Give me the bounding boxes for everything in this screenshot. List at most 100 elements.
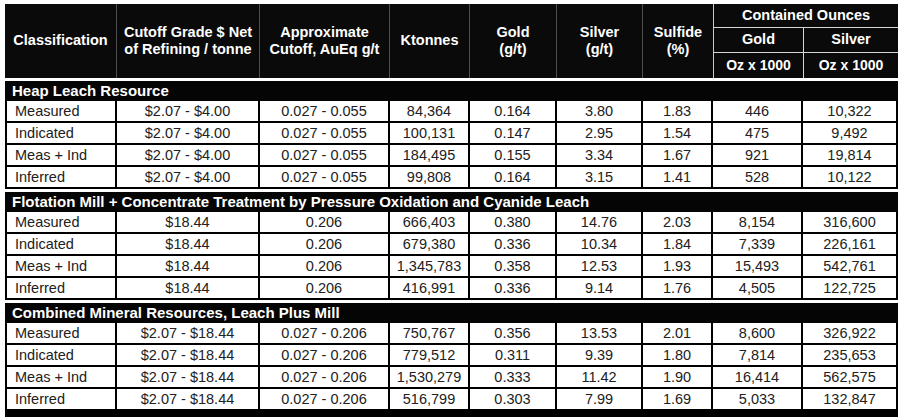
header-silver-grade: Silver (g/t) bbox=[557, 4, 643, 78]
value-cell: 1.80 bbox=[643, 345, 713, 367]
classification-cell: Measured bbox=[5, 212, 117, 234]
value-cell: 8,154 bbox=[713, 212, 803, 234]
table-row: Measured$18.440.206666,4030.38014.762.03… bbox=[5, 212, 898, 234]
value-cell: 3.15 bbox=[557, 167, 643, 189]
value-cell: 0.027 - 0.206 bbox=[260, 345, 390, 367]
header-cutoff-grade: Cutoff Grade $ Net of Refining / tonne bbox=[117, 4, 260, 78]
value-cell: $2.07 - $4.00 bbox=[117, 101, 260, 123]
table-row: Meas + Ind$2.07 - $18.440.027 - 0.2061,5… bbox=[5, 367, 898, 389]
value-cell: 1,345,783 bbox=[390, 256, 470, 278]
header-contained-gold: Gold bbox=[713, 27, 803, 52]
header-silver-grade-label: Silver bbox=[560, 24, 639, 41]
table-row: Meas + Ind$2.07 - $4.000.027 - 0.055184,… bbox=[5, 145, 898, 167]
value-cell: 0.206 bbox=[260, 278, 390, 300]
value-cell: 7,814 bbox=[713, 345, 803, 367]
value-cell: 12.53 bbox=[557, 256, 643, 278]
value-cell: 1.76 bbox=[643, 278, 713, 300]
value-cell: 13.53 bbox=[557, 323, 643, 345]
value-cell: 10,122 bbox=[803, 167, 898, 189]
value-cell: 10,322 bbox=[803, 101, 898, 123]
classification-cell: Inferred bbox=[5, 389, 117, 411]
header-gold-grade-label: Gold bbox=[473, 24, 553, 41]
header-gold-grade-unit: (g/t) bbox=[473, 41, 553, 58]
header-classification: Classification bbox=[5, 4, 117, 78]
section-header-row: Flotation Mill + Concentrate Treatment b… bbox=[5, 189, 898, 212]
value-cell: 416,991 bbox=[390, 278, 470, 300]
mineral-resource-table: Classification Cutoff Grade $ Net of Ref… bbox=[5, 4, 898, 411]
value-cell: 1.69 bbox=[643, 389, 713, 411]
table-row: Inferred$18.440.206416,9910.3369.141.764… bbox=[5, 278, 898, 300]
section-header-row: Combined Mineral Resources, Leach Plus M… bbox=[5, 300, 898, 323]
value-cell: 1.90 bbox=[643, 367, 713, 389]
value-cell: 921 bbox=[713, 145, 803, 167]
value-cell: 7,339 bbox=[713, 234, 803, 256]
header-approx-cutoff: Approximate Cutoff, AuEq g/t bbox=[260, 4, 390, 78]
header-silver-grade-unit: (g/t) bbox=[560, 41, 639, 58]
header-gold-grade: Gold (g/t) bbox=[470, 4, 557, 78]
value-cell: 2.01 bbox=[643, 323, 713, 345]
table-row: Inferred$2.07 - $18.440.027 - 0.206516,7… bbox=[5, 389, 898, 411]
value-cell: 3.34 bbox=[557, 145, 643, 167]
value-cell: 0.164 bbox=[470, 101, 557, 123]
value-cell: 11.42 bbox=[557, 367, 643, 389]
value-cell: $2.07 - $4.00 bbox=[117, 123, 260, 145]
value-cell: 528 bbox=[713, 167, 803, 189]
classification-cell: Inferred bbox=[5, 167, 117, 189]
value-cell: 100,131 bbox=[390, 123, 470, 145]
value-cell: 14.76 bbox=[557, 212, 643, 234]
value-cell: 1.93 bbox=[643, 256, 713, 278]
value-cell: 1.67 bbox=[643, 145, 713, 167]
section-title: Heap Leach Resource bbox=[5, 78, 898, 101]
section-title: Flotation Mill + Concentrate Treatment b… bbox=[5, 189, 898, 212]
value-cell: 9.14 bbox=[557, 278, 643, 300]
value-cell: 0.027 - 0.055 bbox=[260, 123, 390, 145]
value-cell: $18.44 bbox=[117, 278, 260, 300]
value-cell: 516,799 bbox=[390, 389, 470, 411]
value-cell: 226,161 bbox=[803, 234, 898, 256]
value-cell: 3.80 bbox=[557, 101, 643, 123]
classification-cell: Meas + Ind bbox=[5, 145, 117, 167]
table-header: Classification Cutoff Grade $ Net of Ref… bbox=[5, 4, 898, 78]
value-cell: 666,403 bbox=[390, 212, 470, 234]
header-contained-silver: Silver bbox=[803, 27, 898, 52]
value-cell: 0.027 - 0.206 bbox=[260, 323, 390, 345]
header-gold-oz-unit: Oz x 1000 bbox=[713, 52, 803, 78]
value-cell: $2.07 - $18.44 bbox=[117, 367, 260, 389]
value-cell: 0.333 bbox=[470, 367, 557, 389]
value-cell: 15,493 bbox=[713, 256, 803, 278]
value-cell: 542,761 bbox=[803, 256, 898, 278]
value-cell: 122,725 bbox=[803, 278, 898, 300]
value-cell: 0.206 bbox=[260, 212, 390, 234]
value-cell: 1,530,279 bbox=[390, 367, 470, 389]
value-cell: 0.380 bbox=[470, 212, 557, 234]
table-body: Heap Leach ResourceMeasured$2.07 - $4.00… bbox=[5, 78, 898, 411]
value-cell: 132,847 bbox=[803, 389, 898, 411]
value-cell: 1.41 bbox=[643, 167, 713, 189]
value-cell: 1.84 bbox=[643, 234, 713, 256]
value-cell: 0.164 bbox=[470, 167, 557, 189]
value-cell: 1.83 bbox=[643, 101, 713, 123]
value-cell: 0.027 - 0.206 bbox=[260, 367, 390, 389]
section-header-row: Heap Leach Resource bbox=[5, 78, 898, 101]
header-sulfide: Sulfide (%) bbox=[643, 4, 713, 78]
header-ktonnes: Ktonnes bbox=[390, 4, 470, 78]
value-cell: $18.44 bbox=[117, 234, 260, 256]
value-cell: 562,575 bbox=[803, 367, 898, 389]
table-row: Indicated$2.07 - $18.440.027 - 0.206779,… bbox=[5, 345, 898, 367]
value-cell: 0.356 bbox=[470, 323, 557, 345]
value-cell: 0.206 bbox=[260, 256, 390, 278]
table-row: Indicated$18.440.206679,3800.33610.341.8… bbox=[5, 234, 898, 256]
value-cell: 0.027 - 0.206 bbox=[260, 389, 390, 411]
value-cell: 16,414 bbox=[713, 367, 803, 389]
value-cell: 19,814 bbox=[803, 145, 898, 167]
value-cell: 9,492 bbox=[803, 123, 898, 145]
value-cell: 7.99 bbox=[557, 389, 643, 411]
value-cell: 8,600 bbox=[713, 323, 803, 345]
value-cell: 446 bbox=[713, 101, 803, 123]
classification-cell: Indicated bbox=[5, 123, 117, 145]
value-cell: $2.07 - $18.44 bbox=[117, 323, 260, 345]
table-row: Measured$2.07 - $4.000.027 - 0.05584,364… bbox=[5, 101, 898, 123]
table-row: Indicated$2.07 - $4.000.027 - 0.055100,1… bbox=[5, 123, 898, 145]
value-cell: 0.358 bbox=[470, 256, 557, 278]
value-cell: 0.027 - 0.055 bbox=[260, 101, 390, 123]
